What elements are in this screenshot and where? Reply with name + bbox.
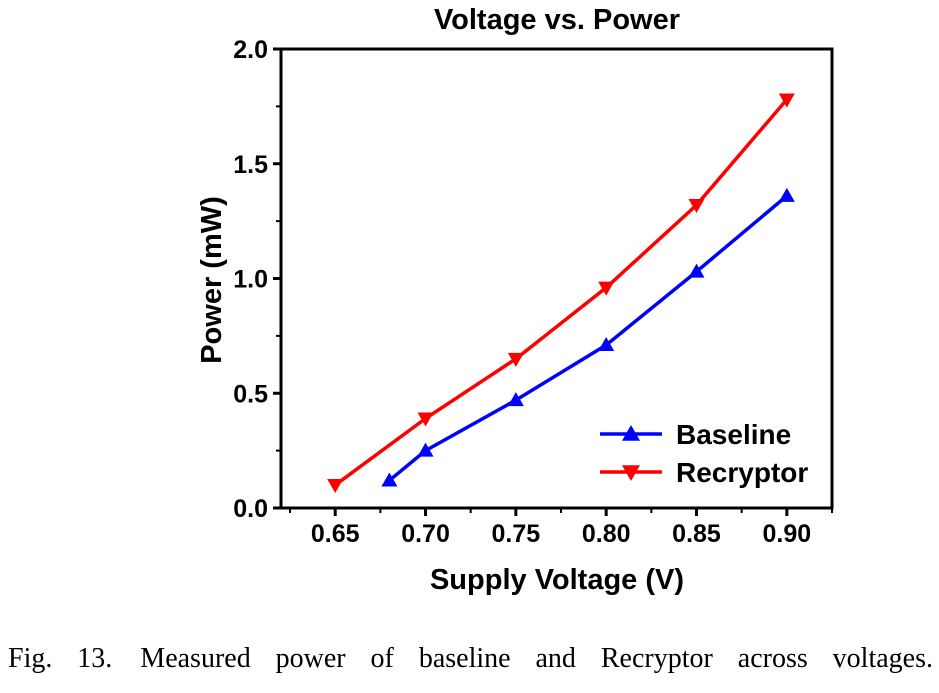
- data-point-baseline: [381, 472, 398, 487]
- x-tick-label: 0.85: [672, 520, 721, 548]
- data-point-baseline: [417, 442, 434, 457]
- x-axis-label: Supply Voltage (V): [430, 564, 684, 596]
- y-axis-label: Power (mW): [196, 196, 228, 364]
- data-point-baseline: [598, 337, 615, 352]
- data-point-recryptor: [688, 199, 705, 214]
- data-point-baseline: [507, 392, 524, 407]
- data-point-recryptor: [507, 352, 524, 367]
- legend-marker-recryptor: [622, 465, 640, 481]
- chart: Voltage vs. Power Supply Voltage (V) Pow…: [196, 4, 834, 596]
- data-point-baseline: [688, 263, 705, 278]
- data-point-recryptor: [417, 412, 434, 427]
- legend: Baseline Recryptor: [600, 419, 808, 488]
- series-line-recryptor: [334, 98, 789, 487]
- data-point-baseline: [778, 187, 795, 202]
- data-point-recryptor: [598, 281, 615, 296]
- series-layer: [327, 93, 795, 494]
- chart-title: Voltage vs. Power: [434, 4, 680, 36]
- y-tick-label: 1.0: [233, 266, 268, 294]
- x-tick-label: 0.80: [582, 520, 631, 548]
- x-tick-label: 0.90: [763, 520, 812, 548]
- data-point-recryptor: [778, 93, 795, 108]
- legend-marker-baseline: [622, 425, 640, 441]
- y-tick-label: 2.0: [233, 36, 268, 64]
- x-tick-label: 0.75: [492, 520, 541, 548]
- x-tick-label: 0.70: [401, 520, 450, 548]
- y-tick-label: 0.5: [233, 380, 268, 408]
- x-tick-label: 0.65: [311, 520, 360, 548]
- axes: 0.65 0.70 0.75 0.80 0.85 0.90 0.0 0.5 1.0 1.5 2.0: [233, 36, 833, 548]
- data-point-recryptor: [327, 479, 344, 494]
- y-tick-label: 0.0: [233, 495, 268, 523]
- legend-label-recryptor: Recryptor: [676, 457, 808, 488]
- legend-label-baseline: Baseline: [676, 419, 791, 450]
- figure-caption: Fig. 13. Measured power of baseline and …: [8, 643, 933, 674]
- y-tick-label: 1.5: [233, 151, 268, 179]
